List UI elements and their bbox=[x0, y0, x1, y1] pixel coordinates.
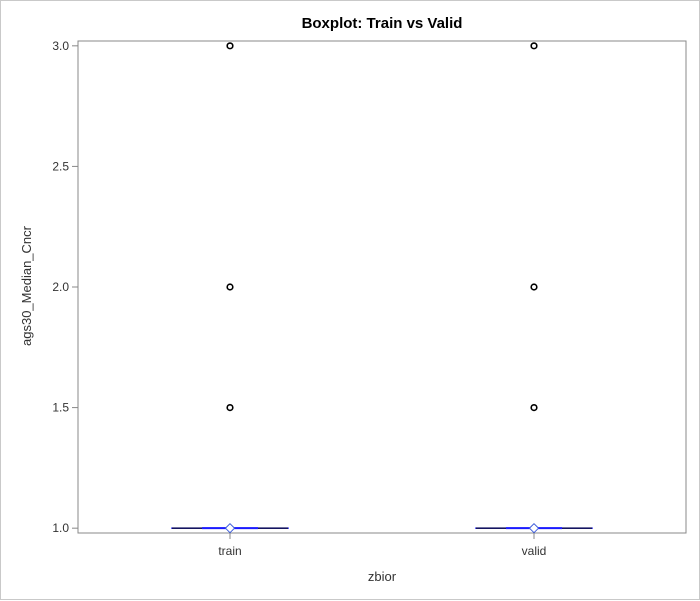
y-axis: 1.0 1.5 2.0 2.5 3.0 bbox=[52, 39, 78, 535]
chart-title: Boxplot: Train vs Valid bbox=[302, 15, 463, 32]
x-tick-label: valid bbox=[522, 544, 547, 558]
plot-area bbox=[78, 41, 686, 533]
outlier-point bbox=[531, 284, 537, 290]
x-tick-label: train bbox=[218, 544, 241, 558]
box-group-valid bbox=[476, 43, 592, 533]
y-tick-label: 1.0 bbox=[52, 521, 69, 535]
chart-marks bbox=[172, 43, 592, 533]
outlier-point bbox=[531, 405, 537, 411]
mean-marker bbox=[530, 524, 539, 533]
outlier-point bbox=[227, 284, 233, 290]
box-group-train bbox=[172, 43, 288, 533]
y-tick-label: 2.5 bbox=[52, 159, 69, 173]
outlier-point bbox=[227, 43, 233, 49]
y-tick-label: 1.5 bbox=[52, 401, 69, 415]
mean-marker bbox=[226, 524, 235, 533]
outlier-point bbox=[531, 43, 537, 49]
outlier-point bbox=[227, 405, 233, 411]
x-axis: train valid bbox=[218, 533, 546, 558]
y-tick-label: 2.0 bbox=[52, 280, 69, 294]
x-axis-label: zbior bbox=[368, 569, 397, 584]
y-tick-label: 3.0 bbox=[52, 39, 69, 53]
y-axis-label: ags30_Median_Cncr bbox=[19, 225, 34, 346]
